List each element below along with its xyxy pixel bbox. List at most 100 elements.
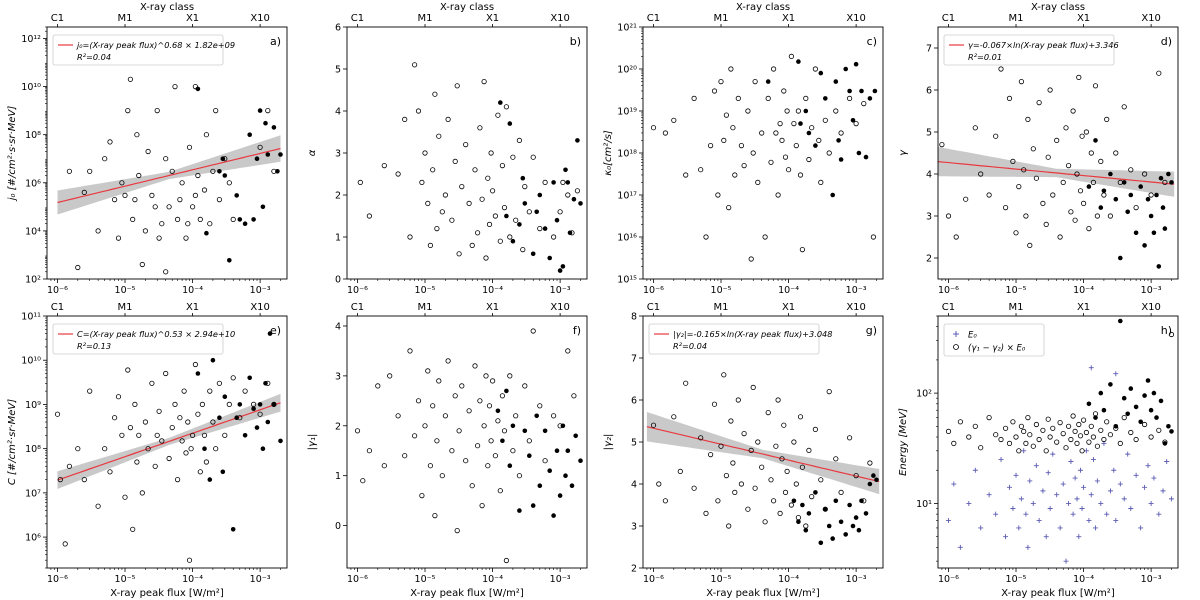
data-point-open — [711, 401, 718, 407]
data-point-open — [513, 217, 519, 223]
data-point-open — [781, 88, 787, 94]
data-point-filled — [565, 180, 571, 185]
y-tick-label: 10⁶ — [25, 533, 41, 544]
data-point-open — [537, 226, 543, 232]
data-point-open — [735, 95, 741, 102]
data-point-open — [387, 373, 393, 379]
data-point-plus — [1045, 470, 1051, 476]
data-point-open — [486, 221, 493, 227]
data-point-open — [1074, 440, 1080, 446]
data-point-open — [765, 95, 771, 102]
fit-line — [938, 161, 1175, 185]
data-point-open — [145, 148, 151, 155]
panel-label: h) — [1161, 324, 1172, 337]
data-point-open — [838, 130, 844, 136]
data-point-plus — [1033, 463, 1039, 469]
data-point-filled — [504, 388, 509, 394]
data-point-open — [87, 388, 93, 394]
data-point-open — [788, 53, 795, 60]
top-class-axis-label: X-ray class — [440, 2, 494, 13]
x-axis-label: X-ray peak flux [W/m²] — [1001, 588, 1115, 599]
fit-line — [646, 426, 880, 483]
y-tick-label: 10⁶ — [25, 178, 41, 189]
data-point-open — [738, 481, 745, 487]
data-point-open — [542, 458, 548, 464]
data-point-open — [172, 401, 178, 407]
x-tick-label: 10⁻⁶ — [47, 574, 68, 585]
y-tick-label: 4 — [631, 480, 637, 491]
legend-plus-label: E₀ — [968, 331, 977, 341]
data-point-filled — [1154, 415, 1159, 420]
legend-box — [943, 323, 1045, 357]
data-point-plus — [966, 500, 972, 506]
legend-plus-marker — [953, 331, 959, 337]
data-point-open — [853, 121, 859, 127]
data-point-plus — [978, 525, 984, 531]
data-point-open — [1076, 74, 1082, 81]
x-tick-label: 10⁻⁵ — [1006, 574, 1027, 585]
data-point-open — [1076, 421, 1082, 428]
data-point-open — [210, 168, 216, 174]
data-point-filled — [813, 490, 818, 495]
data-point-open — [1070, 413, 1076, 419]
data-point-open — [442, 413, 448, 419]
data-point-open — [134, 459, 140, 465]
data-point-open — [95, 503, 101, 509]
data-point-open — [459, 383, 465, 389]
legend-box — [943, 34, 1115, 66]
data-point-plus — [1079, 506, 1085, 512]
data-point-filled — [853, 61, 859, 67]
data-point-filled — [803, 527, 809, 533]
data-point-open — [998, 436, 1004, 443]
data-point-open — [1081, 200, 1087, 206]
data-point-open — [102, 156, 108, 162]
data-point-open — [136, 432, 142, 438]
panel-g: 10⁻⁶ 10⁻⁵ 10⁻⁴ 10⁻³ 2 3 4 5 6 7 8 |γ₂| C1 M1 X1 X10 X-ra… — [603, 302, 884, 599]
data-point-open — [183, 450, 189, 456]
data-point-open — [809, 125, 815, 131]
data-point-open — [998, 66, 1004, 72]
data-point-filled — [847, 502, 852, 508]
data-point-open — [1092, 83, 1099, 89]
data-point-filled — [1162, 226, 1168, 231]
data-point-filled — [859, 88, 864, 94]
data-point-open — [1025, 116, 1031, 123]
class-tick-label: C1 — [351, 13, 364, 24]
data-point-open — [782, 154, 789, 160]
data-point-open — [803, 523, 809, 529]
y-tick-label: 10¹¹ — [21, 312, 41, 323]
data-point-open — [188, 446, 194, 452]
x-axis-label: X-ray peak flux [W/m²] — [706, 588, 820, 599]
data-point-open — [1054, 439, 1060, 445]
data-point-open — [861, 101, 867, 107]
data-point-open — [752, 79, 758, 85]
data-point-open — [953, 234, 959, 240]
data-point-open — [1079, 448, 1085, 454]
x-tick-label: 10⁻⁴ — [182, 285, 203, 296]
data-point-open — [130, 526, 136, 532]
data-point-open — [381, 163, 387, 169]
data-point-open — [1148, 434, 1154, 440]
data-point-open — [1142, 421, 1148, 428]
data-point-open — [115, 235, 122, 241]
data-point-open — [1168, 331, 1175, 338]
data-point-filled — [843, 66, 848, 72]
data-point-plus — [993, 511, 999, 517]
data-point-open — [650, 422, 657, 428]
data-point-open — [522, 383, 528, 389]
data-point-filled — [833, 498, 839, 504]
axes-frame — [346, 315, 588, 569]
data-point-open — [510, 448, 516, 454]
data-point-open — [54, 411, 61, 417]
class-tick-label: M1 — [118, 13, 133, 24]
data-point-filled — [542, 428, 548, 434]
data-point-filled — [1166, 171, 1171, 177]
data-point-open — [1036, 436, 1042, 443]
data-point-open — [432, 512, 438, 519]
data-point-open — [526, 209, 532, 215]
data-point-open — [411, 62, 418, 68]
data-point-open — [495, 112, 501, 118]
x-tick-label: 10⁻³ — [250, 285, 271, 296]
data-point-open — [1074, 171, 1080, 177]
data-point-open — [432, 91, 438, 97]
